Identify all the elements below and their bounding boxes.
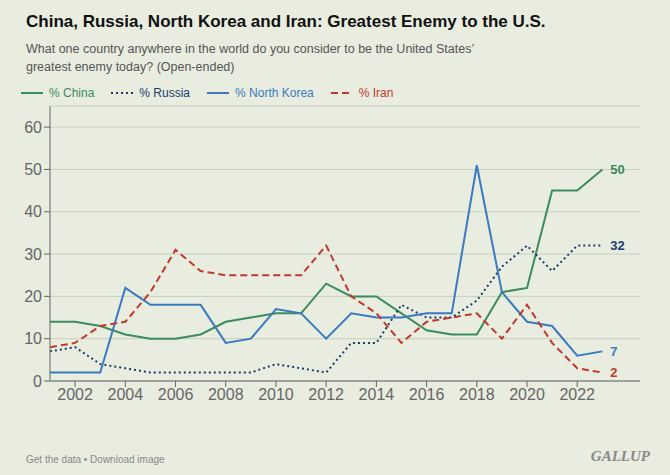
html-text:% China: % China [49, 86, 95, 101]
html-text:% Russia: % Russia [139, 86, 190, 101]
svg-text:40: 40 [24, 204, 42, 221]
svg-text:10: 10 [24, 331, 42, 348]
svg-text:50: 50 [610, 162, 624, 177]
html-text:% North Korea: % North Korea [235, 86, 314, 101]
html-text:What one country anywhere in t: What one country anywhere in the world d… [26, 42, 475, 75]
svg-text:2002: 2002 [57, 387, 93, 404]
html-text:% Iran: % Iran [358, 86, 394, 101]
svg-text:2022: 2022 [559, 387, 595, 404]
svg-text:20: 20 [24, 288, 42, 305]
svg-text:2016: 2016 [409, 387, 445, 404]
svg-text:2010: 2010 [258, 387, 294, 404]
svg-text:7: 7 [610, 344, 617, 359]
html-text:GALLUP: GALLUP [590, 448, 650, 464]
svg-text:60: 60 [24, 119, 42, 136]
svg-text:32: 32 [610, 238, 624, 253]
svg-text:2008: 2008 [208, 387, 244, 404]
svg-text:2014: 2014 [359, 387, 395, 404]
svg-text:2020: 2020 [509, 387, 545, 404]
svg-text:2: 2 [610, 365, 617, 380]
html-text:Get the data • Download image: Get the data • Download image [26, 454, 165, 465]
html-text:China, Russia, North Korea and: China, Russia, North Korea and Iran: Gre… [26, 12, 546, 31]
svg-text:2004: 2004 [108, 387, 144, 404]
svg-text:50: 50 [24, 161, 42, 178]
svg-text:0: 0 [33, 373, 42, 390]
svg-text:2006: 2006 [158, 387, 194, 404]
svg-text:2018: 2018 [459, 387, 495, 404]
svg-text:30: 30 [24, 246, 42, 263]
svg-text:2012: 2012 [308, 387, 344, 404]
